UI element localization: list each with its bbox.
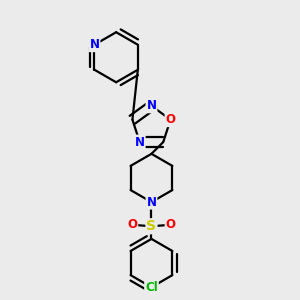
Text: N: N (146, 99, 157, 112)
Text: O: O (166, 218, 176, 231)
Text: Cl: Cl (145, 281, 158, 294)
Text: N: N (146, 196, 157, 208)
Text: S: S (146, 219, 157, 233)
Text: N: N (89, 38, 100, 51)
Text: O: O (127, 218, 137, 231)
Text: O: O (166, 113, 176, 126)
Text: N: N (135, 136, 145, 148)
